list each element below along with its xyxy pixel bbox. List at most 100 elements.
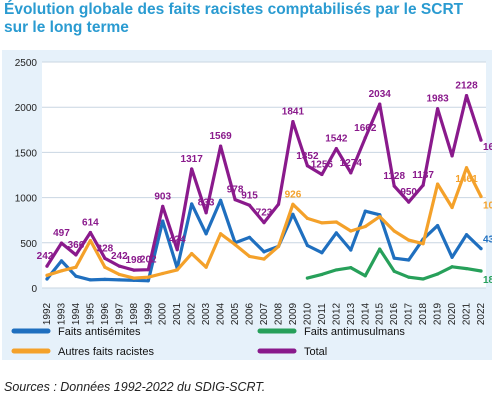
x-tick-label-1995: 1995	[85, 302, 96, 325]
series-3-point-1996	[103, 256, 107, 260]
series-0-point-2019	[436, 224, 440, 228]
x-tick-label-2004: 2004	[216, 302, 227, 325]
data-label-3-2004: 1569	[209, 131, 232, 142]
series-3-point-2012	[334, 147, 338, 151]
x-tick-label-2003: 2003	[201, 302, 212, 325]
series-2-point-2001	[175, 268, 179, 272]
series-1-point-2021	[464, 266, 469, 271]
data-label-3-2011: 1256	[311, 159, 334, 170]
series-0-point-1994	[74, 274, 78, 278]
x-tick-label-2006: 2006	[245, 302, 256, 325]
series-3-point-2010	[305, 164, 309, 168]
series-3-point-2019	[436, 107, 440, 111]
series-2-point-1992	[45, 273, 49, 277]
series-0-point-2007	[262, 250, 266, 254]
x-tick-label-1994: 1994	[71, 302, 82, 325]
series-2-point-2004	[219, 232, 223, 236]
series-2-point-2009	[291, 202, 295, 206]
data-label-3-1993: 497	[53, 228, 70, 239]
series-3-point-2000	[161, 204, 165, 208]
data-label-3-2012: 1542	[325, 134, 348, 145]
series-2-point-2006	[247, 254, 252, 258]
data-label-3-2010: 1352	[296, 151, 319, 162]
x-tick-label-2015: 2015	[375, 302, 386, 325]
x-tick-label-2001: 2001	[172, 302, 183, 325]
series-2-point-2008	[276, 244, 281, 249]
x-tick-label-2017: 2017	[404, 302, 415, 325]
series-3-point-2016	[392, 184, 396, 188]
data-label-3-2016: 1128	[383, 171, 405, 182]
data-label-3-2019: 1983	[426, 94, 449, 105]
data-label-3-2017: 950	[400, 187, 417, 198]
series-0-point-1992	[45, 277, 49, 281]
data-label-3-2009: 1841	[282, 107, 305, 118]
data-label-3-2000: 903	[154, 191, 171, 202]
x-tick-label-1992: 1992	[42, 302, 53, 325]
series-2-point-1995	[88, 238, 92, 243]
data-label-3-1998: 198	[125, 255, 142, 266]
series-3-point-2009	[291, 119, 295, 124]
series-2-point-2012	[334, 220, 338, 224]
series-0-point-1999	[146, 279, 150, 283]
series-3-point-2013	[349, 171, 353, 175]
data-label-3-2007: 723	[256, 208, 273, 219]
data-label-3-1992: 242	[37, 251, 54, 262]
x-tick-label-2000: 2000	[158, 302, 169, 325]
y-tick-label-1500: 1500	[15, 148, 38, 159]
data-label-1-2022: 188	[483, 275, 492, 286]
series-2-point-1993	[59, 269, 64, 273]
title-line-1: Évolution globale des faits racistes com…	[4, 1, 464, 18]
series-2-point-2007	[262, 257, 266, 261]
x-tick-label-2019: 2019	[433, 302, 444, 325]
data-label-3-2013: 1274	[340, 158, 363, 169]
legend-label-1: Faits antimusulmans	[304, 326, 405, 338]
data-label-3-1995: 614	[82, 217, 99, 228]
series-1-point-2022	[479, 269, 483, 273]
series-3-point-1994	[74, 253, 78, 257]
y-tick-label-500: 500	[20, 239, 37, 250]
legend-label-0: Faits antisémites	[58, 326, 141, 338]
data-label-3-2001: 424	[169, 235, 186, 246]
series-2-point-2016	[392, 229, 396, 233]
series-0-point-2009	[291, 212, 295, 216]
series-3-point-1995	[88, 230, 92, 235]
data-label-3-1999: 202	[140, 255, 157, 266]
series-2-point-2005	[233, 243, 237, 247]
series-1-point-2013	[349, 266, 353, 270]
x-tick-label-2016: 2016	[389, 302, 400, 325]
data-label-3-1997: 242	[111, 251, 128, 262]
series-2-point-2018	[421, 242, 425, 246]
series-1-point-2017	[407, 275, 411, 279]
series-2-point-1994	[74, 265, 78, 269]
data-label-3-2006: 915	[241, 190, 258, 201]
series-0-point-2002	[190, 202, 194, 206]
x-tick-label-2021: 2021	[462, 302, 473, 325]
x-tick-label-2013: 2013	[346, 302, 357, 325]
series-2-point-2015	[378, 214, 382, 219]
x-tick-label-1997: 1997	[114, 302, 125, 325]
series-3-point-2002	[190, 167, 194, 171]
data-label-3-1996: 328	[97, 243, 114, 254]
series-0-point-2022	[479, 246, 483, 251]
series-0-point-2004	[219, 198, 223, 202]
series-0-point-2017	[407, 258, 411, 262]
data-label-3-2021: 2128	[455, 81, 478, 92]
series-0-point-2010	[305, 243, 309, 248]
series-2-point-1997	[117, 272, 121, 277]
series-3-point-2006	[247, 203, 252, 207]
series-3-point-2001	[175, 248, 179, 252]
x-tick-label-2012: 2012	[331, 302, 342, 325]
series-2-point-2010	[305, 216, 309, 220]
chart-panel: 0 500 1000 1500 2000 2500 1992 1993 1994 1995 1996…	[2, 50, 492, 360]
x-tick-label-2009: 2009	[288, 302, 299, 325]
series-0-point-2014	[363, 209, 367, 213]
series-0-point-1996	[103, 277, 107, 282]
series-0-point-2012	[334, 231, 338, 235]
title-line-2: sur le long terme	[4, 19, 129, 36]
series-0-point-1997	[117, 278, 121, 282]
series-0-point-2000	[161, 219, 165, 223]
y-tick-label-2000: 2000	[15, 103, 38, 114]
series-0-point-2003	[204, 232, 208, 236]
series-0-point-2006	[247, 235, 252, 239]
x-tick-label-1993: 1993	[56, 302, 67, 325]
